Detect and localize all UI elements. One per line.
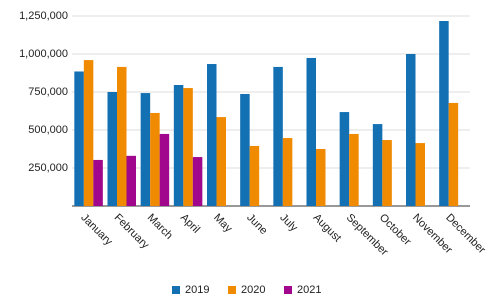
legend-swatch [172,286,180,294]
bar [192,157,203,206]
x-tick-label: April [178,212,202,236]
bar [448,102,459,206]
bar [207,64,217,206]
bar [249,145,260,206]
bar [173,85,184,206]
bar [150,112,160,206]
x-tick-label: February [112,212,152,252]
bar [93,159,103,206]
bar [83,60,94,206]
legend-label: 2021 [297,284,321,296]
bar [74,71,84,206]
y-tick-label: 1,250,000 [19,10,68,22]
bar [382,140,392,206]
bar [273,66,283,206]
bar [349,133,359,206]
bar [439,21,449,206]
legend-swatch [284,286,292,294]
bar [117,66,127,206]
bar [372,124,383,206]
y-tick-label: 750,000 [28,86,68,98]
bar [415,143,425,206]
y-tick-label: 1,000,000 [19,48,68,60]
bar [183,88,193,206]
x-tick-label: August [311,212,344,245]
x-tick-label: June [244,212,269,237]
legend-label: 2019 [185,284,209,296]
bar [140,93,151,206]
bar [126,155,136,206]
bar [240,93,250,206]
bar [316,149,326,206]
x-tick-label: July [277,212,300,235]
bar [216,117,226,206]
x-tick-label: May [211,212,235,236]
bar [282,138,293,206]
bar [406,54,416,206]
x-tick-label: January [78,212,115,249]
x-tick-label: March [145,212,175,242]
bar [339,112,350,206]
legend-label: 2020 [241,284,265,296]
legend-swatch [228,286,236,294]
y-tick-label: 250,000 [28,162,68,174]
bar [107,92,117,206]
bar [159,133,170,206]
bar [306,57,316,207]
y-tick-label: 500,000 [28,124,68,136]
